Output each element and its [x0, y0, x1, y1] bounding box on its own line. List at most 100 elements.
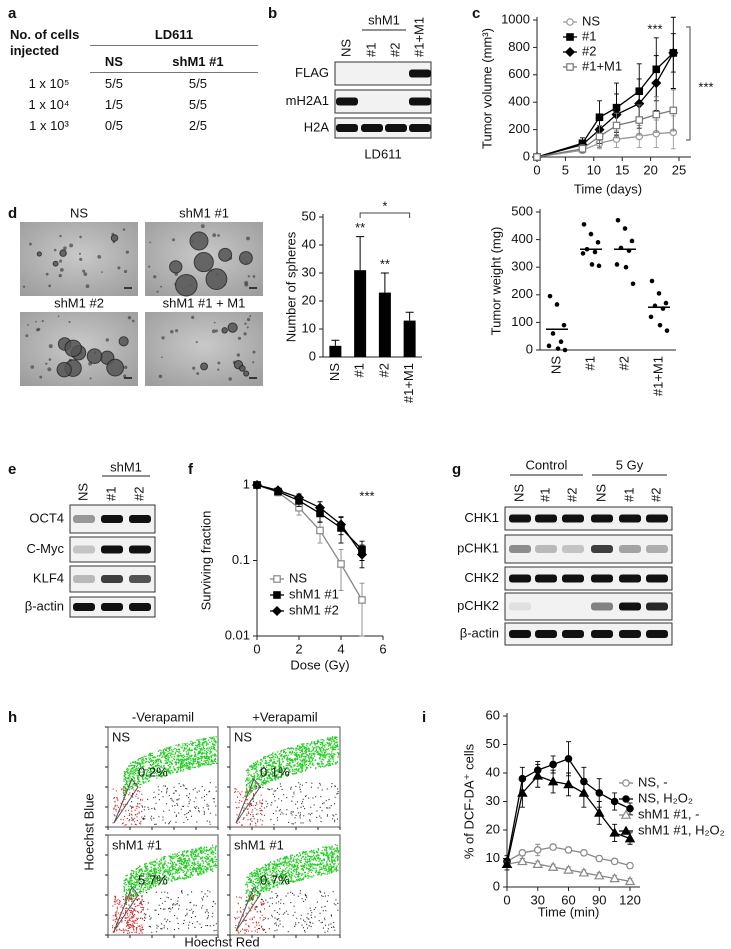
panel-name: NS [234, 729, 252, 744]
blot-frame [504, 506, 673, 531]
gate [113, 777, 139, 824]
y-tick-label: 200 [511, 286, 533, 301]
panel-label: b [268, 5, 277, 22]
legend-label: #1 [582, 28, 596, 43]
caption: LD611 [364, 146, 401, 161]
x-tick-label: NS [327, 363, 342, 381]
data-point [664, 328, 670, 333]
data-point [562, 347, 568, 353]
x-tick-label: 0 [253, 641, 260, 656]
row-label: mH2A1 [286, 93, 329, 108]
debris [48, 284, 52, 288]
debris [212, 233, 217, 238]
debris [127, 315, 132, 320]
sphere [36, 251, 42, 257]
image-label: shM1 #1 [179, 205, 229, 220]
marker [626, 861, 634, 870]
image-label: NS [70, 205, 88, 220]
sphere [227, 322, 238, 333]
debris [53, 248, 57, 252]
bar [378, 292, 391, 357]
marker [533, 846, 542, 854]
row-label: CHK2 [464, 570, 499, 585]
debris [217, 361, 221, 365]
debris [149, 241, 152, 244]
x-tick-label: 5 [562, 162, 569, 177]
debris [78, 252, 81, 255]
debris [236, 353, 241, 357]
data-point [629, 238, 635, 244]
bracket [359, 212, 411, 218]
x-axis-label: Hoechst Red [184, 934, 259, 949]
debris [123, 374, 127, 378]
error-bar [331, 339, 340, 346]
data-point [547, 293, 553, 299]
y-tick-label: 30 [302, 264, 316, 279]
group-label: shM1 [110, 459, 142, 474]
debris [25, 334, 29, 338]
band [646, 630, 668, 638]
column-title: +Verapamil [252, 709, 318, 724]
table-row: NS shM1 #1 [8, 45, 258, 73]
lane-label: #2 [387, 43, 402, 57]
sphere [221, 327, 228, 334]
cell: 2/5 [188, 118, 207, 133]
marker [335, 519, 347, 530]
debris [246, 317, 251, 322]
x-tick-label: 20 [643, 162, 657, 177]
table-row: 1 x 10⁴ 1/5 5/5 [8, 94, 258, 115]
x-axis-label: Time (days) [574, 181, 642, 196]
data-point [554, 302, 560, 307]
x-tick-label: #1+M1 [650, 356, 665, 396]
marker [620, 809, 632, 819]
marker [612, 121, 621, 130]
marker [622, 779, 630, 787]
band [535, 630, 557, 638]
data-point [550, 331, 556, 336]
lane-label: #2 [648, 488, 663, 502]
blot-frame [504, 534, 673, 564]
debris [123, 269, 128, 274]
debris [122, 228, 126, 231]
debris [158, 374, 163, 379]
marker [273, 591, 281, 599]
band [646, 514, 668, 523]
debris [195, 341, 198, 344]
x-tick-label: 30 [531, 892, 545, 907]
marker [314, 502, 326, 513]
debris [45, 272, 49, 276]
debris [213, 321, 216, 324]
x-tick-label: #2 [376, 363, 391, 377]
data-point [596, 263, 602, 269]
marker [532, 770, 543, 780]
debris [161, 356, 163, 359]
x-tick-label: 10 [587, 162, 601, 177]
debris [69, 243, 74, 248]
data-point [581, 222, 587, 227]
data-point [580, 251, 586, 256]
marker [563, 778, 574, 789]
marker [564, 846, 573, 854]
debris [35, 320, 37, 323]
annotation: *** [647, 21, 662, 36]
sphere [118, 336, 129, 347]
sphere [56, 361, 72, 378]
plot-frame [229, 834, 341, 936]
table-row: No. of cells injected LD611 [8, 24, 258, 58]
cell: 1 x 10⁵ [28, 75, 70, 91]
lane-label: #2 [564, 488, 579, 502]
marker [578, 787, 590, 797]
panel-name: NS [112, 729, 130, 744]
annotation: * [382, 198, 387, 213]
debris [68, 320, 71, 324]
debris [161, 336, 165, 340]
bracket [686, 26, 691, 141]
debris [101, 271, 103, 273]
sphere [110, 234, 119, 242]
band [336, 97, 358, 106]
debris [247, 275, 250, 278]
error-bar [338, 549, 344, 591]
debris [105, 338, 109, 342]
cell: 5/5 [188, 76, 207, 91]
x-tick-label: 4 [337, 641, 344, 656]
